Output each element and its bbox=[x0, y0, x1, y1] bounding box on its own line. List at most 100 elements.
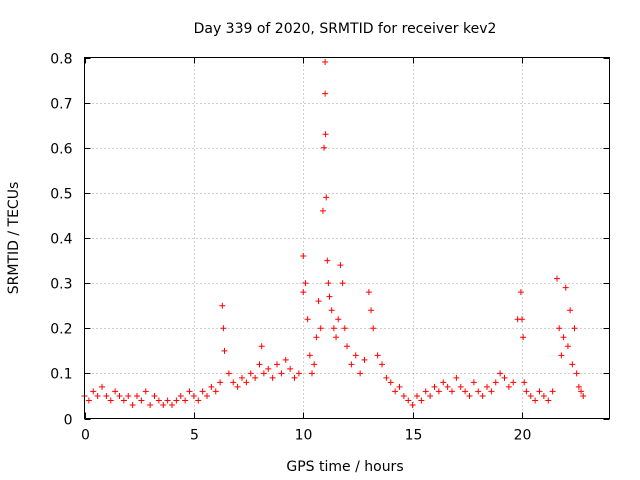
data-point bbox=[322, 131, 329, 138]
data-point bbox=[169, 401, 175, 408]
x-tick-label: 10 bbox=[295, 428, 313, 444]
data-point bbox=[220, 325, 227, 332]
x-tick-label: 0 bbox=[81, 428, 90, 444]
data-point bbox=[182, 397, 189, 404]
y-tick-label: 0.5 bbox=[50, 187, 72, 203]
data-point bbox=[449, 388, 455, 395]
data-point bbox=[352, 352, 359, 359]
data-point bbox=[527, 392, 534, 399]
data-point bbox=[564, 343, 571, 350]
data-point bbox=[569, 361, 576, 368]
data-point bbox=[85, 397, 92, 404]
data-point bbox=[151, 392, 158, 399]
data-point bbox=[344, 343, 350, 350]
data-point bbox=[549, 388, 556, 395]
y-tick-label: 0.2 bbox=[50, 322, 72, 338]
points-layer bbox=[81, 59, 587, 408]
data-point bbox=[304, 316, 311, 323]
data-point bbox=[532, 397, 539, 404]
data-point bbox=[505, 383, 512, 390]
data-point bbox=[295, 370, 302, 377]
data-point bbox=[142, 388, 149, 395]
data-point bbox=[562, 284, 569, 291]
data-point bbox=[239, 374, 245, 381]
data-point bbox=[479, 392, 486, 399]
data-point bbox=[330, 325, 337, 332]
data-point bbox=[379, 361, 385, 368]
data-point bbox=[282, 356, 289, 363]
data-point bbox=[575, 383, 582, 390]
data-point bbox=[365, 289, 372, 296]
x-tick-label: 15 bbox=[405, 428, 423, 444]
data-point bbox=[300, 289, 307, 296]
data-point bbox=[341, 325, 348, 332]
data-point bbox=[519, 316, 525, 323]
data-point bbox=[324, 257, 331, 264]
data-point bbox=[462, 388, 469, 395]
data-point bbox=[204, 392, 210, 399]
data-point bbox=[457, 383, 464, 390]
plot-frame bbox=[84, 57, 610, 419]
data-point bbox=[317, 325, 324, 332]
data-point bbox=[125, 392, 132, 399]
data-point bbox=[306, 352, 313, 359]
data-point bbox=[99, 383, 105, 390]
data-point bbox=[155, 397, 162, 404]
data-point bbox=[322, 90, 329, 97]
data-point bbox=[571, 325, 578, 332]
data-point bbox=[466, 392, 473, 399]
data-point bbox=[323, 194, 330, 201]
data-point bbox=[107, 397, 114, 404]
data-point bbox=[243, 379, 250, 386]
data-point bbox=[138, 397, 145, 404]
data-point bbox=[112, 388, 119, 395]
grid-layer bbox=[84, 57, 610, 419]
data-point bbox=[160, 401, 167, 408]
data-point bbox=[333, 334, 340, 341]
data-point bbox=[225, 370, 232, 377]
data-point bbox=[422, 388, 429, 395]
data-point bbox=[309, 370, 315, 377]
data-point bbox=[230, 379, 237, 386]
data-point bbox=[173, 397, 180, 404]
data-point bbox=[147, 401, 154, 408]
data-point bbox=[414, 392, 420, 399]
data-point bbox=[545, 397, 552, 404]
data-point bbox=[313, 334, 320, 341]
data-point bbox=[520, 334, 527, 341]
data-point bbox=[470, 379, 477, 386]
data-point bbox=[554, 275, 560, 282]
data-point bbox=[405, 397, 412, 404]
data-point bbox=[573, 370, 580, 377]
data-point bbox=[311, 361, 318, 368]
data-point bbox=[134, 392, 140, 399]
data-point bbox=[195, 397, 202, 404]
data-point bbox=[219, 302, 226, 309]
data-point bbox=[208, 383, 215, 390]
x-tick-label: 5 bbox=[190, 428, 199, 444]
data-point bbox=[374, 352, 381, 359]
data-point bbox=[348, 361, 355, 368]
data-point bbox=[475, 388, 482, 395]
y-tick-label: 0.6 bbox=[50, 142, 72, 158]
data-point bbox=[335, 316, 342, 323]
data-point bbox=[517, 289, 524, 296]
data-point bbox=[484, 383, 490, 390]
data-point bbox=[337, 262, 344, 269]
data-point bbox=[392, 388, 399, 395]
data-point bbox=[453, 374, 460, 381]
data-point bbox=[497, 370, 504, 377]
data-point bbox=[523, 388, 530, 395]
data-point bbox=[444, 383, 451, 390]
data-point bbox=[234, 383, 241, 390]
data-point bbox=[383, 374, 390, 381]
y-tick-label: 0 bbox=[64, 413, 73, 429]
data-point bbox=[357, 370, 364, 377]
data-point bbox=[536, 388, 543, 395]
data-point bbox=[396, 383, 403, 390]
data-point bbox=[427, 392, 434, 399]
data-point bbox=[177, 392, 184, 399]
data-point bbox=[578, 388, 585, 395]
x-tick-label: 20 bbox=[514, 428, 532, 444]
data-point bbox=[521, 379, 528, 386]
